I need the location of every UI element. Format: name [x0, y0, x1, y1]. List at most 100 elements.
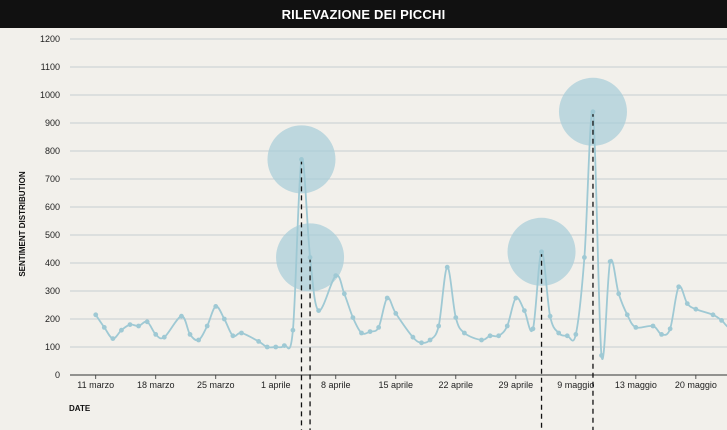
- data-point: [196, 337, 202, 343]
- data-point: [624, 312, 630, 318]
- data-point: [93, 312, 99, 318]
- data-point: [333, 273, 339, 278]
- data-points: [93, 109, 724, 358]
- data-point: [710, 312, 716, 318]
- x-tick-label: 15 aprile: [379, 380, 414, 390]
- data-point: [204, 323, 210, 329]
- data-point: [719, 318, 724, 323]
- data-point: [436, 323, 442, 329]
- y-tick-label: 200: [45, 314, 60, 324]
- data-point: [144, 319, 150, 325]
- data-point: [350, 315, 356, 320]
- data-point: [290, 327, 296, 333]
- y-tick-label: 800: [45, 146, 60, 156]
- data-point: [504, 323, 510, 329]
- x-tick-label: 25 marzo: [197, 380, 235, 390]
- x-tick-label: 11 marzo: [77, 380, 114, 390]
- y-tick-label: 600: [45, 202, 60, 212]
- data-point: [239, 330, 244, 336]
- x-tick-label: 29 aprile: [499, 380, 534, 390]
- y-tick-label: 0: [55, 370, 60, 380]
- data-point: [659, 332, 664, 337]
- data-point: [693, 306, 699, 312]
- data-point: [213, 304, 219, 309]
- y-tick-label: 100: [45, 342, 60, 352]
- data-point: [419, 340, 424, 346]
- x-axis-label: DATE: [69, 404, 91, 413]
- y-axis-ticks: 0 100 200 300 400 500 600 700 800 900 1000 1100 1200: [40, 34, 60, 380]
- data-point: [461, 330, 467, 336]
- data-point: [256, 339, 262, 344]
- data-point: [264, 344, 270, 350]
- data-point: [521, 308, 527, 313]
- y-axis-label: SENTIMENT DISTRIBUTION: [18, 171, 27, 277]
- data-point: [299, 157, 304, 162]
- data-point: [547, 313, 553, 319]
- data-point: [273, 344, 279, 350]
- chart-title: RILEVAZIONE DEI PICCHI: [0, 0, 727, 28]
- y-tick-label: 500: [45, 230, 60, 240]
- data-point: [556, 330, 562, 336]
- y-tick-label: 400: [45, 258, 60, 268]
- y-tick-label: 1100: [41, 62, 60, 72]
- data-point: [607, 259, 613, 264]
- data-point: [230, 333, 236, 339]
- data-point: [684, 301, 690, 306]
- data-point: [573, 332, 579, 337]
- y-tick-label: 900: [45, 118, 60, 128]
- data-point: [650, 323, 656, 329]
- data-point: [119, 327, 124, 333]
- x-tick-label: 18 marzo: [137, 380, 175, 390]
- data-point: [341, 291, 347, 297]
- data-point: [564, 333, 570, 339]
- x-tick-label: 22 aprile: [439, 380, 474, 390]
- data-point: [153, 332, 159, 337]
- data-point: [393, 311, 399, 316]
- y-tick-label: 700: [45, 174, 60, 184]
- data-point: [410, 334, 416, 340]
- x-tick-label: 20 maggio: [675, 380, 717, 390]
- x-tick-label: 9 maggio: [557, 380, 594, 390]
- data-point: [101, 325, 107, 330]
- x-axis-ticks: 11 marzo 18 marzo 25 marzo 1 aprile 8 aprile…: [77, 375, 717, 390]
- y-tick-label: 1200: [40, 34, 60, 44]
- data-point: [582, 255, 587, 260]
- data-point: [496, 333, 502, 339]
- data-point: [161, 334, 167, 340]
- data-point: [513, 295, 519, 301]
- data-point: [127, 322, 133, 327]
- data-point: [427, 337, 433, 343]
- data-point: [110, 336, 116, 341]
- grid-lines: [70, 38, 727, 376]
- data-point: [187, 332, 193, 337]
- data-point: [384, 295, 390, 301]
- peak-drop-lines: [300, 111, 594, 430]
- data-point: [539, 249, 544, 255]
- data-point: [616, 291, 622, 297]
- data-point: [453, 315, 459, 320]
- data-point: [281, 343, 287, 348]
- data-point: [316, 308, 322, 313]
- y-tick-label: 1000: [40, 90, 60, 100]
- data-point: [307, 255, 313, 260]
- data-point: [136, 323, 141, 329]
- x-tick-label: 8 aprile: [321, 380, 351, 390]
- data-point: [487, 333, 493, 339]
- data-point: [667, 326, 673, 332]
- data-point: [367, 329, 373, 334]
- data-point: [599, 353, 604, 358]
- data-point: [221, 316, 227, 322]
- data-point: [179, 313, 184, 319]
- x-tick-label: 13 maggio: [615, 380, 657, 390]
- data-point: [444, 264, 450, 270]
- data-point: [590, 109, 596, 115]
- data-point: [376, 325, 382, 330]
- peak-highlights: [267, 77, 627, 292]
- y-tick-label: 300: [45, 286, 60, 296]
- data-point: [359, 330, 364, 336]
- data-point: [676, 284, 682, 290]
- data-point: [530, 326, 536, 332]
- x-tick-label: 1 aprile: [261, 380, 291, 390]
- data-point: [633, 325, 639, 330]
